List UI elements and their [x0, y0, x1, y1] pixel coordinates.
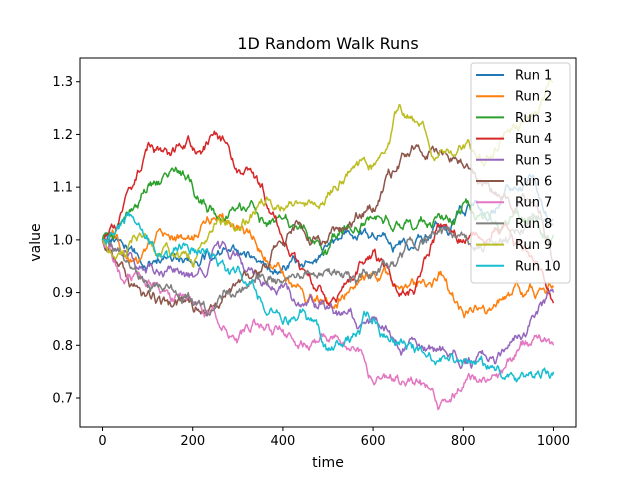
legend-label: Run 4 — [515, 132, 552, 147]
x-tick-label: 800 — [451, 434, 476, 449]
legend-label: Run 1 — [515, 69, 552, 84]
legend-label: Run 9 — [515, 238, 552, 253]
y-axis-label: value — [28, 223, 44, 261]
y-tick-label: 1.1 — [52, 181, 73, 196]
y-tick-label: 1.0 — [52, 233, 73, 248]
y-axis-ticks: 0.7 0.8 0.9 1.0 1.1 1.2 1.3 — [52, 75, 80, 407]
series-line-10 — [102, 211, 555, 383]
series-line-5 — [101, 239, 555, 370]
legend-label: Run 8 — [515, 217, 552, 232]
legend-label: Run 10 — [515, 259, 561, 274]
chart-title: 1D Random Walk Runs — [237, 34, 418, 53]
y-tick-label: 0.7 — [52, 392, 73, 407]
x-axis-label: time — [312, 455, 344, 471]
y-tick-label: 0.9 — [52, 286, 73, 301]
plot-area — [79, 57, 577, 428]
legend-label: Run 5 — [515, 153, 552, 168]
x-tick-label: 600 — [361, 434, 386, 449]
x-tick-label: 1000 — [537, 434, 570, 449]
axes-frame — [79, 57, 577, 428]
y-tick-label: 1.2 — [52, 128, 73, 143]
legend-label: Run 7 — [515, 196, 552, 211]
series-layer — [101, 78, 555, 411]
legend-label: Run 2 — [515, 90, 552, 105]
y-tick-label: 0.8 — [52, 339, 73, 354]
y-tick-label: 1.3 — [52, 75, 73, 90]
x-tick-label: 400 — [270, 434, 295, 449]
x-tick-label: 200 — [180, 434, 205, 449]
legend: Run 1 Run 2 Run 3 Run 4 Run 5 Run 6 Run 7 Run 8… — [470, 62, 571, 284]
legend-label: Run 6 — [515, 175, 552, 190]
x-tick-label: 0 — [98, 434, 106, 449]
legend-label: Run 3 — [515, 111, 552, 126]
x-axis-ticks: 0 200 400 600 800 1000 — [98, 427, 570, 449]
